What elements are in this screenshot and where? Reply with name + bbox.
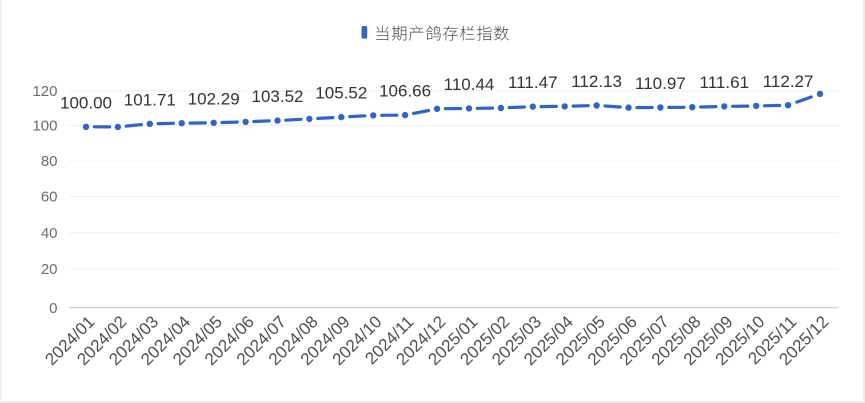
svg-text:103.52: 103.52 [252,87,304,106]
svg-text:100: 100 [32,118,57,135]
svg-text:60: 60 [41,189,58,206]
svg-text:110.44: 110.44 [444,75,495,94]
svg-text:102.29: 102.29 [188,89,240,108]
svg-text:110.97: 110.97 [635,74,686,93]
svg-text:120: 120 [32,83,57,100]
svg-text:111.61: 111.61 [700,73,749,92]
svg-text:101.71: 101.71 [124,90,176,109]
svg-text:80: 80 [41,153,58,170]
svg-text:100.00: 100.00 [60,93,112,112]
svg-text:112.27: 112.27 [763,72,814,91]
svg-text:112.13: 112.13 [571,72,622,91]
svg-text:106.66: 106.66 [379,82,431,101]
svg-text:111.47: 111.47 [508,73,557,92]
svg-text:40: 40 [41,225,58,242]
svg-text:20: 20 [41,261,58,278]
svg-text:0: 0 [49,300,57,317]
svg-text:105.52: 105.52 [315,84,367,103]
